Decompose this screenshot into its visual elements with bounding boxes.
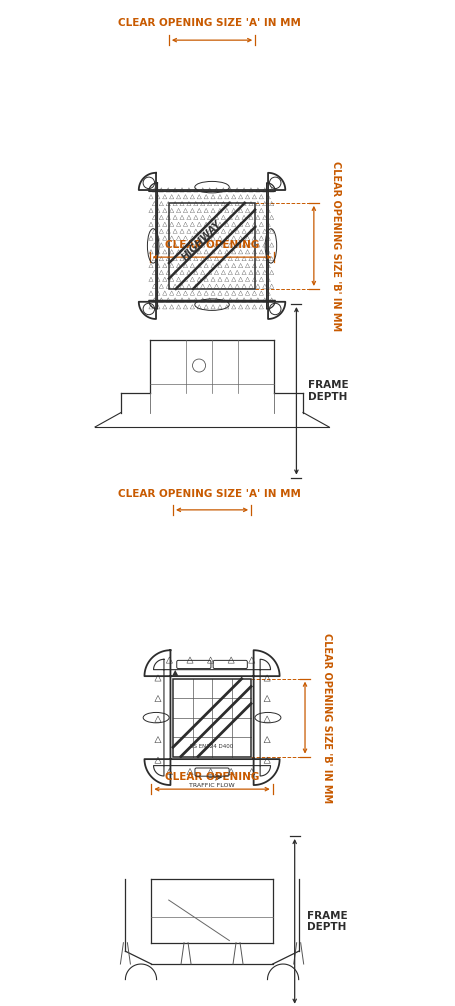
Text: FRAME
DEPTH: FRAME DEPTH <box>306 910 347 933</box>
Text: CLEAR OPENING SIZE 'B' IN MM: CLEAR OPENING SIZE 'B' IN MM <box>321 633 331 803</box>
Text: BS EN124 D400: BS EN124 D400 <box>190 743 233 748</box>
Text: CLEAR OPENING SIZE 'B' IN MM: CLEAR OPENING SIZE 'B' IN MM <box>330 161 340 331</box>
Text: CLEAR OPENING: CLEAR OPENING <box>165 240 258 250</box>
Text: CLEAR OPENING SIZE 'A' IN MM: CLEAR OPENING SIZE 'A' IN MM <box>118 489 301 499</box>
Bar <box>172 679 250 757</box>
Text: HIGHWAY: HIGHWAY <box>180 218 223 262</box>
Bar <box>168 203 255 289</box>
Text: CLEAR OPENING: CLEAR OPENING <box>165 773 258 782</box>
Text: FRAME
DEPTH: FRAME DEPTH <box>308 380 348 401</box>
Text: TRAFFIC FLOW: TRAFFIC FLOW <box>189 783 234 788</box>
Text: CLEAR OPENING SIZE 'A' IN MM: CLEAR OPENING SIZE 'A' IN MM <box>118 18 301 28</box>
Text: ▲: ▲ <box>172 668 178 677</box>
